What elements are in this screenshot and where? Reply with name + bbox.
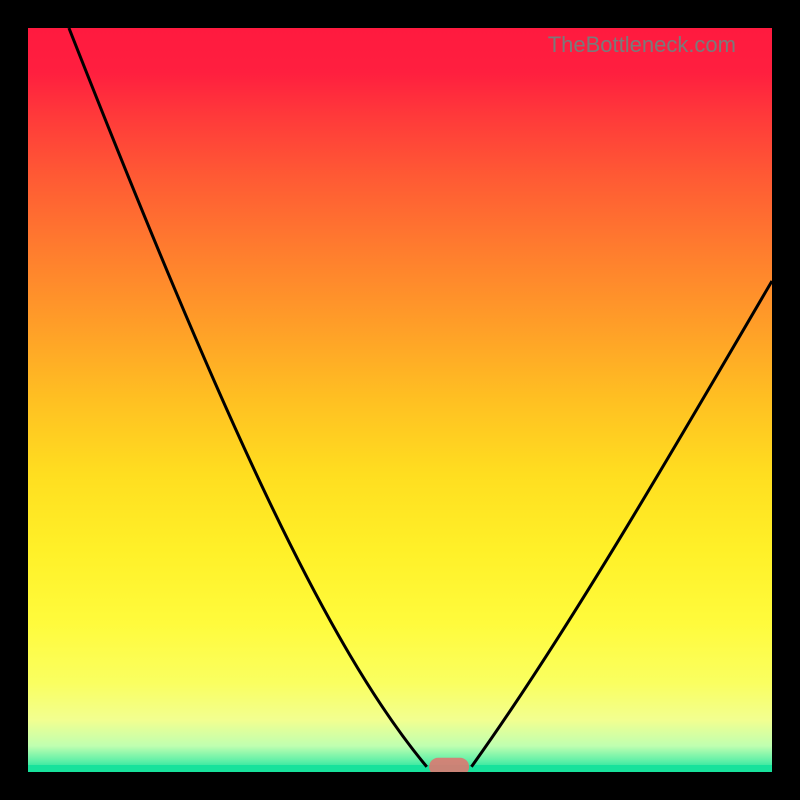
gradient-background	[28, 28, 772, 772]
watermark-text: TheBottleneck.com	[548, 32, 736, 58]
optimal-zone-band	[28, 765, 772, 772]
bottleneck-curve	[28, 28, 772, 772]
plot-area	[28, 28, 772, 772]
chart-frame: TheBottleneck.com	[0, 0, 800, 800]
current-config-marker	[429, 758, 469, 772]
